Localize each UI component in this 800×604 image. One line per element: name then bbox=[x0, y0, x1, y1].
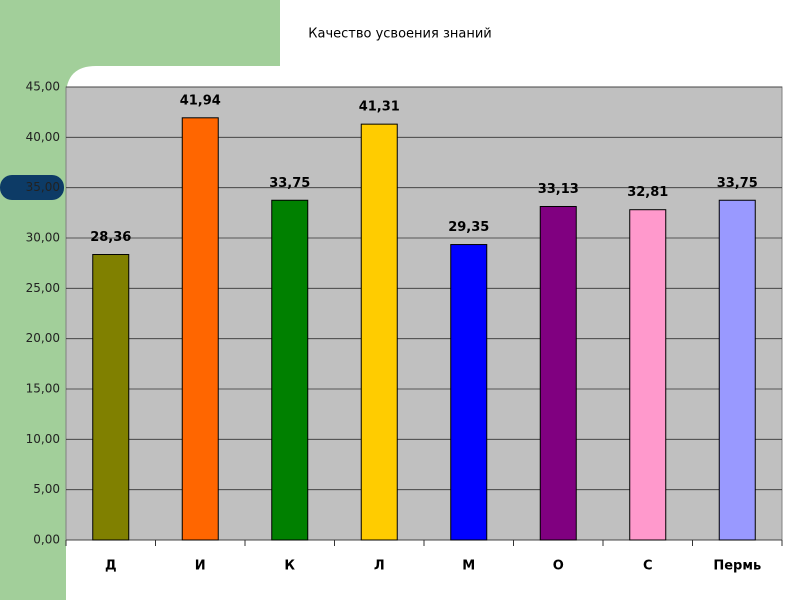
value-label: 33,75 bbox=[717, 176, 758, 191]
y-tick-label: 20,00 bbox=[26, 331, 60, 345]
bar bbox=[92, 254, 130, 541]
y-tick-label: 5,00 bbox=[33, 482, 60, 496]
x-tick-label: М bbox=[462, 559, 475, 574]
y-tick-label: 35,00 bbox=[26, 180, 60, 194]
x-tick-label: О bbox=[553, 559, 564, 574]
bar bbox=[271, 199, 309, 541]
bar bbox=[629, 209, 667, 541]
decoration-pill bbox=[0, 175, 64, 200]
bar bbox=[539, 205, 577, 541]
value-label: 33,75 bbox=[269, 176, 310, 191]
y-tick-label: 40,00 bbox=[26, 130, 60, 144]
y-tick-label: 30,00 bbox=[26, 231, 60, 245]
chart-title: Качество усвоения знаний bbox=[308, 27, 491, 42]
y-tick-label: 45,00 bbox=[26, 80, 60, 94]
value-label: 28,36 bbox=[90, 230, 131, 245]
plot-area bbox=[65, 86, 783, 541]
y-tick-label: 0,00 bbox=[33, 533, 60, 547]
y-tick-label: 10,00 bbox=[26, 432, 60, 446]
y-tick-label: 15,00 bbox=[26, 382, 60, 396]
y-tick-label: 25,00 bbox=[26, 281, 60, 295]
x-tick-label: Д bbox=[105, 559, 117, 574]
x-tick-label: Л bbox=[374, 559, 385, 574]
value-label: 29,35 bbox=[448, 220, 489, 235]
bar bbox=[450, 244, 488, 541]
bar bbox=[360, 123, 398, 541]
x-tick-label: С bbox=[643, 559, 653, 574]
x-tick-label: К bbox=[284, 559, 295, 574]
bar bbox=[718, 199, 756, 541]
x-tick-label: Пермь bbox=[713, 559, 761, 574]
value-label: 32,81 bbox=[627, 185, 668, 200]
value-label: 41,31 bbox=[359, 100, 400, 115]
value-label: 33,13 bbox=[538, 182, 579, 197]
bar bbox=[181, 117, 219, 541]
x-tick-label: И bbox=[195, 559, 206, 574]
value-label: 41,94 bbox=[180, 93, 221, 108]
